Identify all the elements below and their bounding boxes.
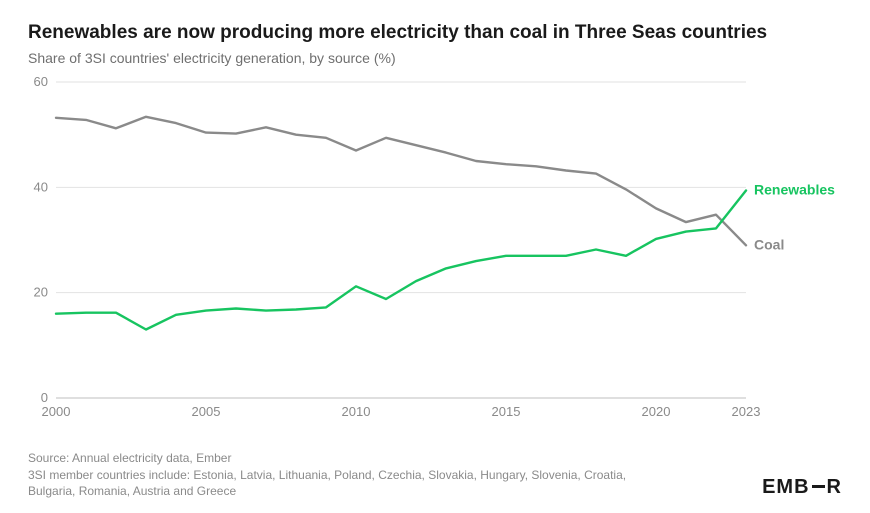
line-chart: 0 20 40 60 2000 2005 2010 2015 2020 2023 Coal Renew… xyxy=(28,76,842,426)
series-label-renewables: Renewables xyxy=(754,181,835,197)
y-tick-label: 20 xyxy=(34,285,48,300)
x-tick-label: 2023 xyxy=(732,404,761,419)
y-tick-label: 0 xyxy=(41,390,48,405)
source-line-2: 3SI member countries include: Estonia, L… xyxy=(28,467,668,499)
series-renewables xyxy=(56,191,746,330)
logo-text-1: EMB xyxy=(762,476,809,499)
y-tick-label: 60 xyxy=(34,76,48,89)
chart-svg: 0 20 40 60 2000 2005 2010 2015 2020 2023 Coal Renew… xyxy=(28,76,842,426)
chart-subtitle: Share of 3SI countries' electricity gene… xyxy=(28,50,842,66)
x-tick-label: 2020 xyxy=(642,404,671,419)
logo-text-2: R xyxy=(827,476,842,499)
x-tick-label: 2015 xyxy=(492,404,521,419)
source-note: Source: Annual electricity data, Ember 3… xyxy=(28,450,668,499)
x-tick-label: 2005 xyxy=(192,404,221,419)
y-tick-label: 40 xyxy=(34,179,48,194)
x-tick-label: 2000 xyxy=(42,404,71,419)
series-coal xyxy=(56,117,746,246)
series-label-coal: Coal xyxy=(754,236,784,252)
ember-logo: EMB R xyxy=(762,476,842,499)
source-line-1: Source: Annual electricity data, Ember xyxy=(28,450,668,466)
chart-title: Renewables are now producing more electr… xyxy=(28,22,842,44)
chart-footer: Source: Annual electricity data, Ember 3… xyxy=(28,450,842,499)
logo-bar-icon xyxy=(812,485,825,488)
x-tick-label: 2010 xyxy=(342,404,371,419)
